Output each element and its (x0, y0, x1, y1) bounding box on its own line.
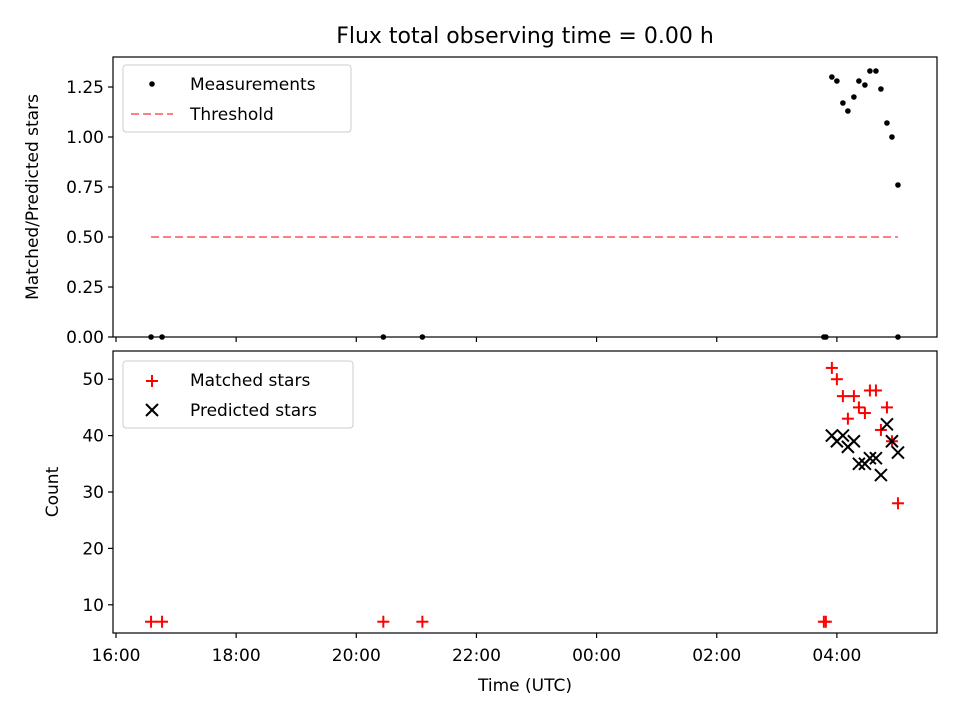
matched-star-point (819, 615, 832, 628)
legend-matched-label: Matched stars (190, 371, 310, 391)
x-tick-label: 16:00 (92, 646, 141, 666)
matched-star-point (847, 390, 860, 403)
top-y-axis: 0.00 0.25 0.50 0.75 1.00 1.25 (66, 78, 113, 348)
predicted-star-point (852, 457, 866, 471)
legend-measurements-marker (149, 81, 155, 87)
legend-matched-marker (146, 375, 158, 387)
measurement-point (840, 100, 846, 106)
predicted-star-point (836, 428, 850, 443)
matched-star-point (825, 361, 838, 374)
top-plot-marks (148, 68, 901, 340)
predicted-star-point (880, 417, 894, 432)
predicted-star-point (869, 451, 883, 465)
matched-star-point (858, 407, 871, 420)
measurement-point (856, 78, 862, 84)
top-y-tick-label: 0.75 (66, 178, 104, 198)
top-y-tick-label: 0.25 (66, 278, 104, 298)
measurement-point (895, 334, 901, 340)
matched-star-point (145, 615, 158, 628)
chart-title: Flux total observing time = 0.00 h (336, 24, 714, 49)
matched-star-point (836, 390, 849, 403)
predicted-star-point (874, 468, 888, 482)
bottom-y-tick-label: 40 (82, 427, 104, 447)
top-legend-box (122, 64, 352, 133)
measurement-point (867, 68, 873, 74)
bottom-x-axis: 16:00 18:00 20:00 22:00 00:00 02:00 04:00 (92, 633, 861, 666)
measurement-point (834, 78, 840, 84)
x-tick-label: 02:00 (692, 646, 741, 666)
bottom-y-axis: 10 20 30 40 50 (82, 370, 113, 616)
matched-star-point (377, 615, 390, 628)
matched-star-point (852, 401, 865, 414)
bottom-y-tick-label: 30 (82, 483, 104, 503)
measurement-point (159, 334, 165, 340)
bottom-legend: Matched stars Predicted stars (122, 360, 354, 429)
measurement-point (862, 82, 868, 88)
matched-star-point (869, 384, 882, 397)
measurement-point (851, 94, 857, 100)
measurement-point (148, 334, 154, 340)
legend-predicted-label: Predicted stars (190, 401, 317, 421)
bottom-legend-box (122, 360, 354, 429)
top-plot-frame (112, 56, 938, 338)
legend-measurements-label: Measurements (190, 75, 316, 95)
matched-star-point (891, 497, 904, 510)
measurement-point (823, 334, 829, 340)
bottom-y-axis-label: Count (43, 466, 63, 517)
measurement-point (829, 74, 835, 80)
matched-star-point (880, 401, 893, 414)
x-tick-label: 22:00 (452, 646, 501, 666)
measurement-point (845, 108, 851, 114)
measurement-point (895, 182, 901, 188)
top-legend: Measurements Threshold (122, 64, 352, 133)
bottom-panel: 10 20 30 40 50 16:00 18:00 20:00 22:00 00:00 02:0… (43, 350, 938, 696)
predicted-star-point (863, 451, 877, 465)
predicted-star-point (847, 434, 861, 448)
measurement-point (884, 120, 890, 126)
predicted-star-point (885, 434, 899, 448)
top-y-tick-label: 1.00 (66, 128, 104, 148)
x-axis-label: Time (UTC) (477, 676, 572, 696)
measurement-point (419, 334, 426, 340)
matched-star-point (841, 412, 854, 425)
matched-star-point (156, 615, 169, 628)
x-tick-label: 20:00 (332, 646, 381, 666)
bottom-y-tick-label: 50 (82, 370, 104, 390)
bottom-y-tick-label: 10 (82, 596, 104, 616)
measurement-point (380, 334, 387, 340)
legend-threshold-label: Threshold (189, 105, 274, 125)
measurement-point (873, 68, 879, 74)
x-tick-label: 18:00 (212, 646, 261, 666)
top-y-tick-label: 0.50 (66, 228, 104, 248)
legend-predicted-marker (145, 403, 159, 417)
top-panel: 0.00 0.25 0.50 0.75 1.00 1.25 Matched/Predict… (23, 56, 938, 348)
measurement-point (889, 134, 895, 140)
matched-star-point (416, 615, 429, 628)
x-tick-label: 00:00 (572, 646, 621, 666)
predicted-star-point (891, 445, 905, 460)
top-y-tick-label: 0.00 (66, 328, 104, 348)
top-y-axis-label: Matched/Predicted stars (23, 94, 43, 300)
top-y-tick-label: 1.25 (66, 78, 104, 98)
top-x-ticks (115, 337, 838, 342)
x-tick-label: 04:00 (812, 646, 861, 666)
bottom-y-tick-label: 20 (82, 539, 104, 559)
bottom-plot-marks (145, 361, 905, 628)
matched-star-point (830, 373, 843, 386)
measurement-point (878, 86, 884, 92)
